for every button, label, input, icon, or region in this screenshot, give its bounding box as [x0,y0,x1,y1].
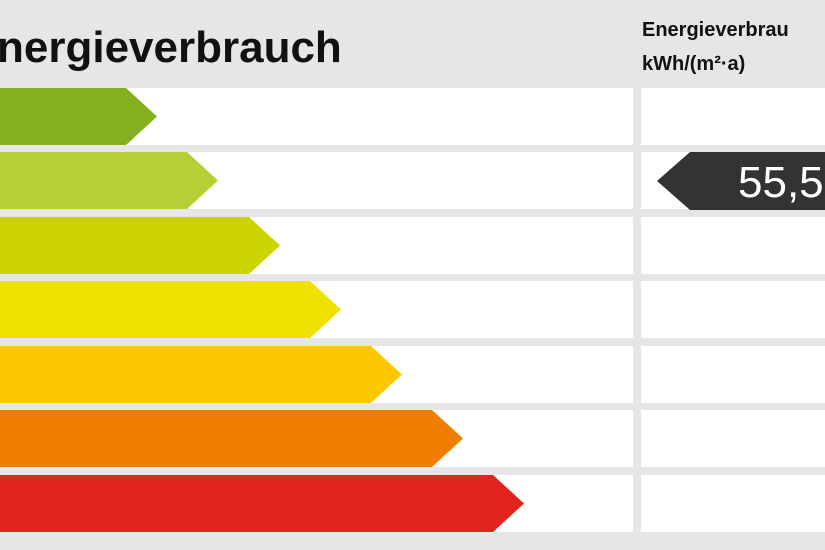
row [641,475,825,532]
class-arrow [0,152,218,209]
row [641,88,825,145]
title: nergieverbrauch [0,23,342,72]
class-arrow [0,410,463,467]
row [641,281,825,338]
class-arrow [0,346,402,403]
class-arrow [0,475,524,532]
class-arrow [0,281,341,338]
indicator-arrow [657,152,825,210]
row [641,217,825,274]
indicator-value: 55,5 [738,158,824,207]
class-arrow [0,217,280,274]
class-arrows [0,88,524,532]
class-arrow [0,88,157,145]
row [641,346,825,403]
column-title: Energieverbrau [642,19,789,41]
row [641,410,825,467]
column-unit: kWh/(m²·a) [642,53,745,75]
